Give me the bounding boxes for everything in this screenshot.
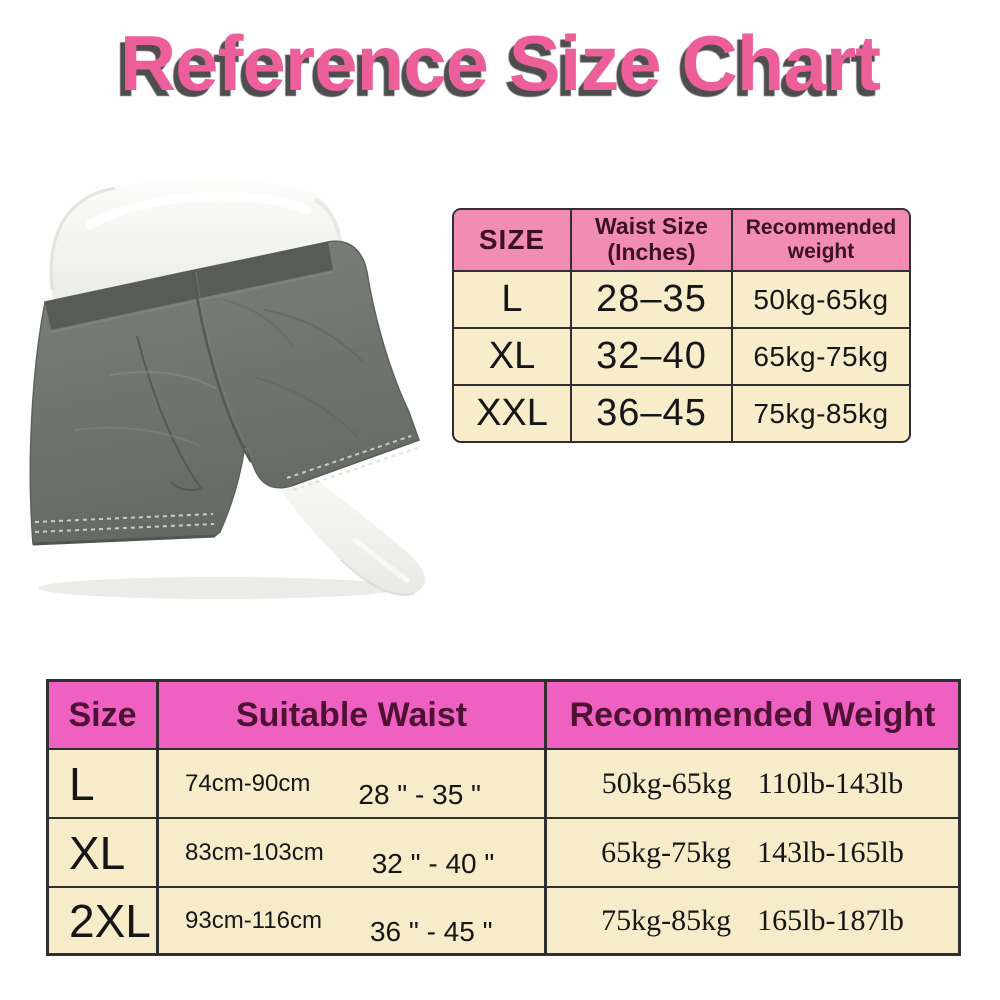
weight-lb-value: 143lb-165lb [757,835,904,869]
column-header-weight: Recommended Weight [547,682,958,750]
mannequin-photo [29,179,425,599]
table-cell-waist: 93cm-116cm 36 " - 45 " [159,888,547,953]
weight-lb-value: 165lb-187lb [757,903,904,937]
weight-lb-value: 110lb-143lb [757,766,904,800]
weight-kg-value: 50kg-65kg [601,766,732,800]
table-cell-size: 2XL [49,888,159,953]
waist-cm-value: 83cm-103cm [185,838,324,866]
column-header-waist: Waist Size (Inches) [572,210,733,272]
page-title: Reference Size Chart [119,19,881,107]
weight-kg-value: 65kg-75kg [601,835,732,869]
table-cell-waist: 83cm-103cm 32 " - 40 " [159,819,547,888]
table-cell-size: L [49,750,159,819]
table-cell-waist: 36–45 [572,386,733,441]
table-cell-weight: 75kg-85kg 165lb-187lb [547,888,958,953]
column-header-size: SIZE [454,210,572,272]
waist-cm-value: 74cm-90cm [185,769,311,797]
waist-inches-value: 36 " - 45 " [369,915,493,947]
table-cell-waist: 74cm-90cm 28 " - 35 " [159,750,547,819]
waist-inches-value: 32 " - 40 " [371,847,495,879]
fly-seam [136,335,203,491]
column-header-waist: Suitable Waist [159,682,547,750]
column-header-weight: Recommended weight [733,210,909,272]
table-cell-weight: 65kg-75kg 143lb-165lb [547,819,958,888]
column-header-size: Size [49,682,159,750]
table-cell-size: XXL [454,386,572,441]
table-cell-size: L [454,272,572,329]
table-cell-weight: 65kg-75kg [733,329,909,386]
floor-shadow [38,577,402,599]
waist-inches-size-table: SIZE Waist Size (Inches) Recommended wei… [452,208,911,443]
waist-cm-value: 93cm-116cm [185,906,322,934]
table-cell-size: XL [49,819,159,888]
full-size-table: Size Suitable Waist Recommended Weight L… [46,679,961,956]
boxer-briefs [29,240,420,546]
waist-inches-value: 28 " - 35 " [358,778,481,810]
table-cell-weight: 50kg-65kg 110lb-143lb [547,750,958,819]
table-cell-waist: 32–40 [572,329,733,386]
center-seam [191,271,253,463]
table-cell-weight: 50kg-65kg [733,272,909,329]
table-cell-waist: 28–35 [572,272,733,329]
weight-kg-value: 75kg-85kg [601,903,732,937]
table-cell-size: XL [454,329,572,386]
waistband [45,242,333,330]
table-cell-weight: 75kg-85kg [753,397,889,429]
